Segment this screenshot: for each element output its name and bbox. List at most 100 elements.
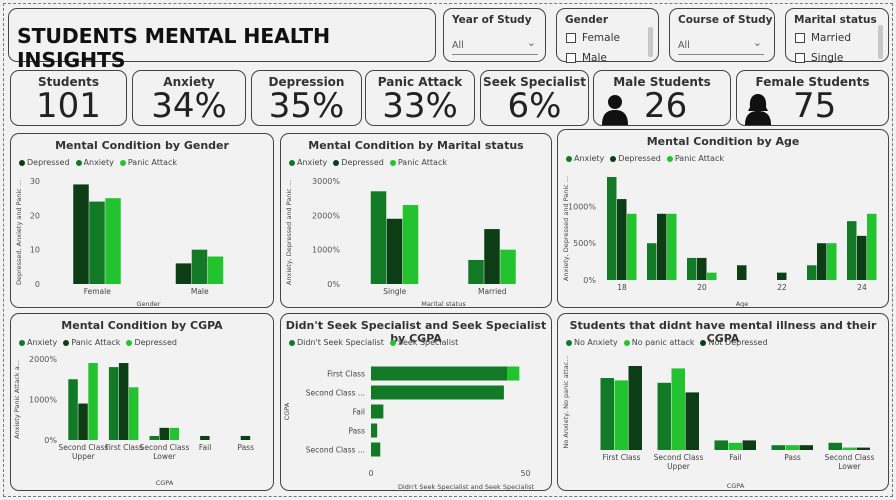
chart-bar[interactable] <box>118 363 129 440</box>
legend-item[interactable]: Depressed <box>19 158 70 167</box>
legend-item[interactable]: Depressed <box>610 154 661 163</box>
legend-item[interactable]: Panic Attack <box>119 158 177 167</box>
course-dropdown[interactable]: All ⌄ <box>678 35 764 55</box>
chart-bar[interactable] <box>386 218 403 284</box>
chart-bar[interactable] <box>799 445 814 450</box>
chart-bar[interactable] <box>827 243 837 280</box>
chart-bar[interactable] <box>371 404 384 419</box>
scrollbar[interactable] <box>878 25 883 59</box>
chart-bar[interactable] <box>807 265 817 280</box>
chart-bar[interactable] <box>402 205 419 284</box>
legend-item[interactable]: Panic Attack <box>63 338 120 347</box>
legend-item[interactable]: Anxiety <box>75 158 114 167</box>
chart-bar[interactable] <box>771 445 786 450</box>
chart-bar[interactable] <box>857 235 867 280</box>
marital-chart-panel[interactable]: Mental Condition by Marital status Anxie… <box>280 133 552 308</box>
gender-slicer[interactable]: Gender Female Male <box>556 8 659 64</box>
legend-item[interactable]: Anxiety <box>566 154 604 163</box>
marital-option-single[interactable]: Single <box>795 52 843 64</box>
chart-bar[interactable] <box>600 378 615 450</box>
chart-bar[interactable] <box>89 201 105 284</box>
chart-bar[interactable] <box>707 272 717 280</box>
scrollbar[interactable] <box>648 27 653 57</box>
chart-bar[interactable] <box>842 447 857 450</box>
chart-bar[interactable] <box>200 435 210 440</box>
legend-item[interactable]: Anxiety <box>19 338 57 347</box>
chart-bar[interactable] <box>371 442 381 457</box>
legend-item[interactable]: No Anxiety <box>566 338 618 347</box>
chart-bar[interactable] <box>671 368 686 450</box>
chart-bar[interactable] <box>627 213 637 280</box>
chart-bar[interactable] <box>728 442 743 450</box>
chart-bar[interactable] <box>73 184 89 284</box>
chart-bar[interactable] <box>78 403 88 440</box>
chart-bar[interactable] <box>371 385 504 400</box>
chart-bar[interactable] <box>607 177 617 280</box>
specialist-chart-panel[interactable]: Didn't Seek Specialist and Seek Speciali… <box>280 313 552 491</box>
chart-bar[interactable] <box>108 367 119 440</box>
chart-bar[interactable] <box>371 423 378 438</box>
chart-bar[interactable] <box>742 440 757 450</box>
chart-bar[interactable] <box>468 259 484 284</box>
chart-bar[interactable] <box>240 435 251 440</box>
legend-item[interactable]: Seek Specialist <box>389 338 458 347</box>
legend-item[interactable]: No panic attack <box>623 338 694 347</box>
chart-bar[interactable] <box>149 435 160 440</box>
chart-bar[interactable] <box>856 447 871 450</box>
chart-bar[interactable] <box>207 256 224 284</box>
chart-bar[interactable] <box>159 427 170 440</box>
checkbox-icon[interactable] <box>566 33 576 43</box>
cgpa-chart-panel[interactable]: Mental Condition by CGPA Anxiety Panic A… <box>10 313 274 491</box>
checkbox-icon[interactable] <box>566 53 576 63</box>
chart-bar[interactable] <box>657 213 667 280</box>
marital-slicer[interactable]: Marital status Married Single <box>785 8 889 64</box>
course-slicer[interactable]: Course of Study All ⌄ <box>669 8 775 62</box>
legend-item[interactable]: Panic Attack <box>666 154 724 163</box>
chart-bar[interactable] <box>175 263 192 284</box>
chart-bar[interactable] <box>507 366 520 381</box>
chart-bar[interactable] <box>737 265 747 280</box>
chart-bar[interactable] <box>777 272 787 280</box>
year-dropdown[interactable]: All ⌄ <box>452 35 538 55</box>
checkbox-icon[interactable] <box>795 53 805 63</box>
chart-bar[interactable] <box>685 392 700 450</box>
chart-bar[interactable] <box>128 387 139 440</box>
chart-bar[interactable] <box>191 249 208 284</box>
legend-item[interactable]: Panic Attack <box>389 158 447 167</box>
chart-bar[interactable] <box>817 243 827 280</box>
chart-bar[interactable] <box>500 249 516 284</box>
chart-bar[interactable] <box>697 257 707 280</box>
chart-bar[interactable] <box>628 366 643 450</box>
chart-bar[interactable] <box>617 199 627 280</box>
gender-option-male[interactable]: Male <box>566 52 607 64</box>
chart-bar[interactable] <box>88 363 98 440</box>
checkbox-icon[interactable] <box>795 33 805 43</box>
chart-bar[interactable] <box>371 366 507 381</box>
chart-bar[interactable] <box>687 257 697 280</box>
chart-bar[interactable] <box>657 382 672 450</box>
legend-item[interactable]: Depressed <box>333 158 384 167</box>
chart-bar[interactable] <box>484 229 500 284</box>
age-chart-panel[interactable]: Mental Condition by Age Anxiety Depresse… <box>557 129 889 308</box>
legend-item[interactable]: Didn't Seek Specialist <box>289 338 384 347</box>
chart-bar[interactable] <box>714 440 729 450</box>
chart-bar[interactable] <box>867 213 877 280</box>
year-slicer[interactable]: Year of Study All ⌄ <box>443 8 546 62</box>
chart-bar[interactable] <box>828 442 843 450</box>
legend-item[interactable]: Anxiety <box>289 158 327 167</box>
gender-option-female[interactable]: Female <box>566 32 620 44</box>
chart-bar[interactable] <box>667 213 677 280</box>
marital-option-married[interactable]: Married <box>795 32 851 44</box>
chart-bar[interactable] <box>68 379 78 440</box>
chevron-down-icon[interactable]: ⌄ <box>526 36 536 49</box>
chart-bar[interactable] <box>614 380 629 450</box>
noillness-chart-panel[interactable]: Students that didnt have mental illness … <box>557 313 889 491</box>
legend-item[interactable]: Depressed <box>126 338 177 347</box>
legend-item[interactable]: Not Depressed <box>700 338 768 347</box>
chart-bar[interactable] <box>847 221 857 280</box>
gender-chart-panel[interactable]: Mental Condition by Gender Depressed Anx… <box>10 133 274 308</box>
chart-bar[interactable] <box>647 243 657 280</box>
chevron-down-icon[interactable]: ⌄ <box>752 36 762 49</box>
chart-bar[interactable] <box>370 191 387 284</box>
chart-bar[interactable] <box>785 445 800 450</box>
